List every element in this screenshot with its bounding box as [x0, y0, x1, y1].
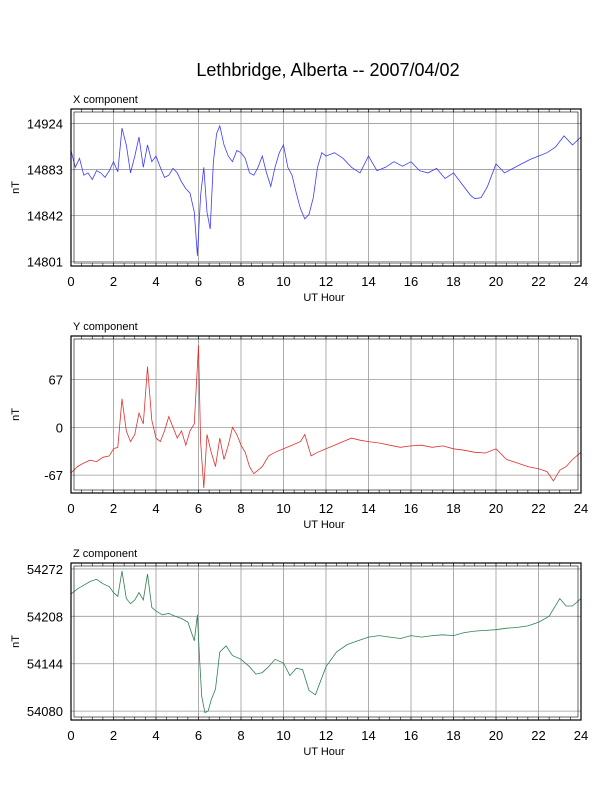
x-tick-label: 20	[489, 501, 503, 516]
y-tick-label: 54144	[27, 657, 63, 672]
x-tick-label: 14	[361, 728, 375, 743]
y-tick-label: 14801	[27, 255, 63, 270]
y-axis-label: nT	[10, 635, 22, 648]
x-tick-label: 16	[404, 274, 418, 289]
x-tick-label: 2	[110, 274, 117, 289]
x-tick-label: 10	[276, 274, 290, 289]
x-tick-label: 22	[531, 274, 545, 289]
x-tick-label: 0	[67, 728, 74, 743]
x-tick-label: 2	[110, 728, 117, 743]
y-tick-label: 14842	[27, 209, 63, 224]
x-tick-label: 2	[110, 501, 117, 516]
x-tick-label: 6	[195, 501, 202, 516]
x-tick-label: 8	[237, 728, 244, 743]
x-tick-label: 20	[489, 728, 503, 743]
series-line	[70, 345, 582, 489]
chart-panels: 0 2 4 6 8 10 12 14 16 18 20 22 241480114842148831492…	[10, 94, 588, 758]
x-tick-label: 14	[361, 274, 375, 289]
y-tick-label: 14924	[27, 117, 63, 132]
x-tick-label: 12	[319, 274, 333, 289]
x-tick-label: 8	[237, 274, 244, 289]
y-tick-label: 54272	[27, 562, 63, 577]
x-tick-label: 0	[67, 501, 74, 516]
page-title: Lethbridge, Alberta -- 2007/04/02	[196, 60, 459, 80]
x-tick-label: 20	[489, 274, 503, 289]
panel-label: Y component	[73, 321, 138, 333]
x-tick-label: 10	[276, 728, 290, 743]
x-tick-label: 16	[404, 501, 418, 516]
x-tick-label: 0	[67, 274, 74, 289]
x-axis-label: UT Hour	[303, 746, 345, 758]
y-tick-label: 0	[56, 420, 63, 435]
x-tick-label: 12	[319, 728, 333, 743]
x-tick-label: 4	[152, 501, 159, 516]
x-tick-label: 8	[237, 501, 244, 516]
panel-label: X component	[73, 94, 138, 106]
y-axis-label: nT	[10, 181, 22, 194]
panel-label: Z component	[73, 548, 137, 560]
x-tick-label: 10	[276, 501, 290, 516]
x-tick-label: 24	[574, 274, 588, 289]
chart-panel: 0 2 4 6 8 10 12 14 16 18 20 22 245408054144542085427…	[10, 548, 588, 758]
y-axis-label: nT	[10, 408, 22, 421]
x-tick-label: 4	[152, 728, 159, 743]
x-tick-label: 16	[404, 728, 418, 743]
x-axis-label: UT Hour	[303, 292, 345, 304]
x-tick-label: 14	[361, 501, 375, 516]
y-tick-label: -67	[44, 468, 63, 483]
chart-panel: 0 2 4 6 8 10 12 14 16 18 20 22 241480114842148831492…	[10, 94, 588, 304]
x-tick-label: 24	[574, 501, 588, 516]
y-tick-label: 67	[49, 373, 63, 388]
x-tick-label: 22	[531, 501, 545, 516]
series-line	[70, 124, 582, 256]
y-tick-label: 14883	[27, 163, 63, 178]
x-tick-label: 22	[531, 728, 545, 743]
y-tick-label: 54208	[27, 609, 63, 624]
y-tick-label: 54080	[27, 704, 63, 719]
x-tick-label: 18	[446, 274, 460, 289]
x-tick-label: 6	[195, 728, 202, 743]
x-tick-label: 18	[446, 501, 460, 516]
x-tick-label: 18	[446, 728, 460, 743]
series-line	[70, 571, 582, 714]
x-tick-label: 12	[319, 501, 333, 516]
x-tick-label: 6	[195, 274, 202, 289]
x-tick-label: 4	[152, 274, 159, 289]
x-tick-label: 24	[574, 728, 588, 743]
x-axis-label: UT Hour	[303, 519, 345, 531]
